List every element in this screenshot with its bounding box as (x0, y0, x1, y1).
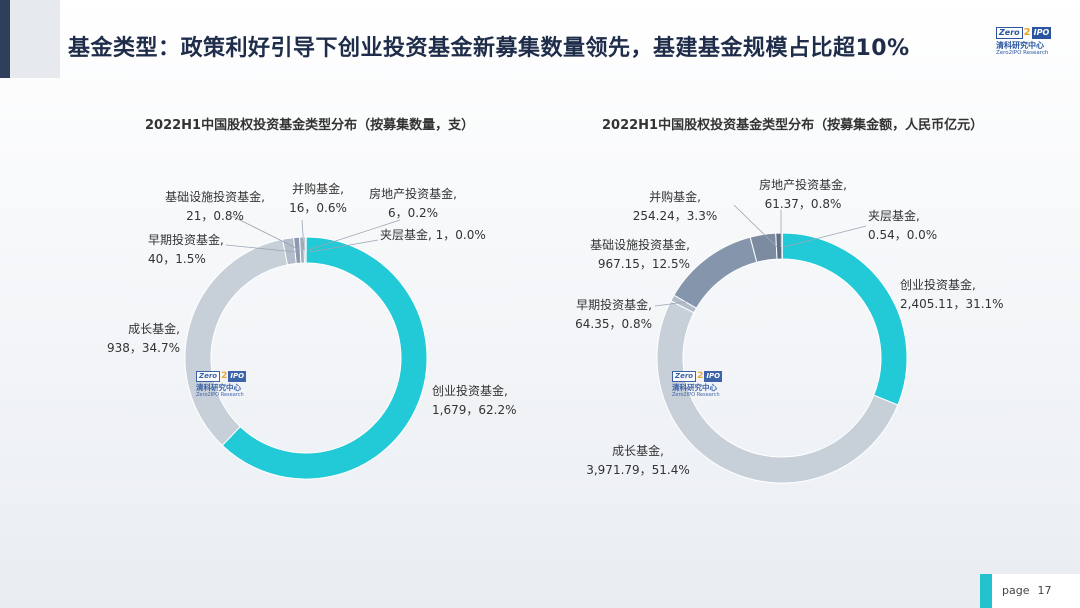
leader-line-7 (783, 225, 867, 248)
slice-c2-0 (781, 232, 908, 406)
leader-line-4 (309, 239, 379, 253)
label-c2-venture: 创业投资基金, 2,405.11，31.1% (900, 278, 1004, 311)
label-c1-ma: 并购基金, 16，0.6% (289, 182, 347, 215)
leader-line-8 (654, 301, 687, 307)
leader-line-3 (307, 219, 401, 251)
logo-wordmark: Zero 2 IPO (996, 26, 1060, 39)
label-c2-mezzanine: 夹层基金, 0.54，0.0% (868, 209, 938, 242)
label-c2-ma: 并购基金, 254.24，3.3% (632, 190, 718, 223)
label-c2-growth: 成长基金, 3,971.79，51.4% (586, 444, 690, 477)
label-c2-early: 早期投资基金, 64.35，0.8% (575, 298, 652, 331)
watermark-logo-right: Zero 2 IPO 清科研究中心 Zero2IPO Research (672, 370, 723, 398)
zero2ipo-logo: Zero 2 IPO 清科研究中心 Zero2IPO Research (996, 26, 1060, 62)
logo-english-name: Zero2IPO Research (996, 50, 1049, 56)
slice-c2-1 (656, 300, 899, 484)
chart-title-count: 2022H1中国股权投资基金类型分布（按募集数量，支） (145, 118, 475, 133)
chart-title-amount: 2022H1中国股权投资基金类型分布（按募集金额，人民币亿元） (602, 118, 984, 133)
label-c1-mezzanine: 夹层基金, 1，0.0% (380, 228, 486, 242)
page-number: page 17 (1002, 584, 1052, 597)
leader-line-2 (301, 219, 305, 251)
header-accent-stripe (0, 0, 10, 78)
watermark-logo-left: Zero 2 IPO 清科研究中心 Zero2IPO Research (196, 370, 247, 398)
logo-chinese-name: 清科研究中心 (996, 41, 1044, 50)
footer-accent-bar (980, 574, 992, 608)
footer-box (992, 574, 1080, 608)
slice-c1-1 (184, 238, 289, 447)
label-c1-early: 早期投资基金, 40，1.5% (148, 233, 224, 266)
slice-c2-6 (781, 232, 783, 260)
leader-line-5 (733, 204, 778, 248)
leader-line-1 (225, 244, 297, 253)
slice-c1-0 (221, 236, 428, 480)
label-c1-growth: 成长基金, 938，34.7% (106, 322, 180, 355)
header-accent-block (0, 0, 60, 78)
label-c2-infra: 基础设施投资基金, 967.15，12.5% (590, 238, 690, 271)
label-c1-realestate: 房地产投资基金, 6，0.2% (369, 187, 457, 220)
label-c1-infra: 基础设施投资基金, 21，0.8% (165, 190, 265, 223)
leader-line-0 (231, 215, 301, 251)
page-title: 基金类型：政策利好引导下创业投资基金新募集数量领先，基建基金规模占比超10% (68, 36, 910, 61)
label-c1-venture: 创业投资基金, 1,679，62.2% (432, 384, 517, 417)
label-c2-realestate: 房地产投资基金, 61.37，0.8% (759, 178, 847, 211)
